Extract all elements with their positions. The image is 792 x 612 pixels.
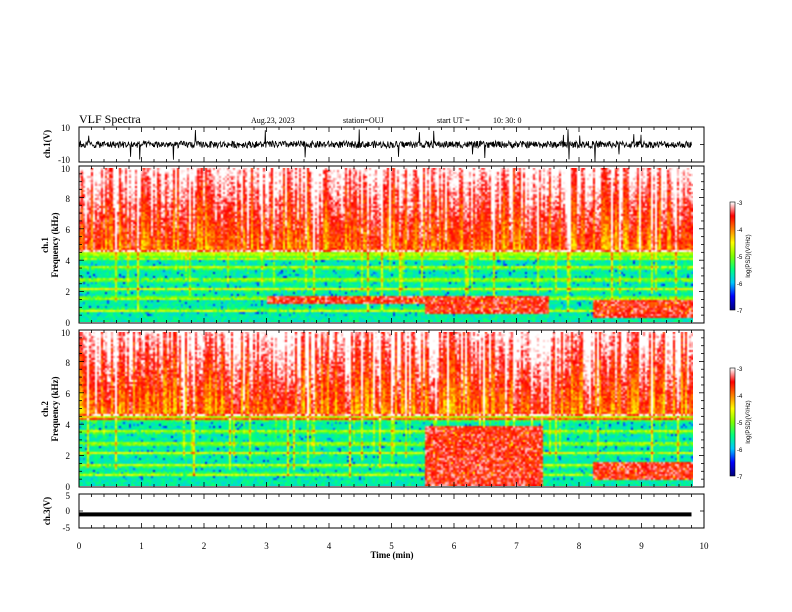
ch1-spec-ytick: 4 [66,256,71,266]
ch3-ytick: 5 [66,491,71,501]
xtick: 7 [514,541,519,551]
ch1-spec-ytick: 10 [61,164,71,174]
ch1-cbar-tick: -5 [737,255,743,261]
xtick: 6 [452,541,457,551]
ch2-cbar-tick: -6 [737,448,743,454]
ch3-ytick: -5 [63,523,71,533]
ch1-waveform-trace [78,129,692,162]
ch2-cbar-tick: -7 [737,475,743,481]
xtick: 10 [700,541,710,551]
ch1-spec-ytick: 8 [66,194,71,204]
xtick: 9 [639,541,644,551]
xtick: 3 [264,541,269,551]
ch2-spec-ytick: 6 [66,389,71,399]
ch2-spec-ytick: 8 [66,358,71,368]
ch1-colorbar-label: log(PSD)(V²/Hz) [746,234,752,277]
ch2-channel-label: ch.2 [40,401,50,417]
xtick: 1 [139,541,144,551]
ch1-cbar-tick: -7 [737,309,743,315]
ch2-cbar-tick: -3 [737,367,743,373]
ch1-spec-ytick: 2 [66,287,71,297]
ch2-spec-ytick: 2 [66,451,71,461]
ch1-cbar-tick: -6 [737,282,743,288]
ch1-ytick: 10 [61,123,71,133]
ch2-spec-ytick: 10 [61,328,71,338]
xtick: 4 [327,541,332,551]
ch2-spec-ytick: 0 [66,482,71,492]
xtick: 8 [577,541,582,551]
figure-title: VLF Spectra [79,112,141,126]
ch1-spectrogram-image [79,168,693,322]
x-axis-label: Time (min) [370,550,413,560]
ch3-waveform-trace [79,512,692,517]
ch2-colorbar-label: log(PSD)(V²/Hz) [746,400,752,443]
xtick: 2 [202,541,207,551]
ch3-waveform-ylabel: ch.3(V) [42,497,52,525]
ch2-cbar-tick: -5 [737,421,743,427]
ch1-ytick: -10 [58,155,70,165]
xtick: 5 [389,541,394,551]
ch1-waveform-ylabel: ch.1(V) [42,130,52,158]
ch3-waveform-frame [78,493,705,529]
ch1-cbar-tick: -3 [737,201,743,207]
xtick: 0 [77,541,82,551]
ch3-ytick: 0 [66,506,71,516]
ch1-spec-ytick: 6 [66,225,71,235]
ch2-spectrogram-image [79,332,693,486]
ch1-frequency-ylabel: Frequency (kHz) [50,212,60,277]
ch1-cbar-tick: -4 [737,228,743,234]
ch2-colorbar [730,368,735,476]
ch2-colorbar-frame [729,367,736,477]
station-label: station=OUJ [343,116,384,125]
date-label: Aug.23, 2023 [251,116,295,125]
ch1-channel-label: ch.1 [40,237,50,253]
ch2-cbar-tick: -4 [737,394,743,400]
start-ut-value: 10: 30: 0 [493,116,521,125]
ch2-frequency-ylabel: Frequency (kHz) [50,376,60,441]
ch2-spec-ytick: 4 [66,420,71,430]
ch1-spec-ytick: 0 [66,318,71,328]
axis-ticks [78,126,705,529]
start-ut-label: start UT = [437,116,470,125]
ch1-colorbar-frame [729,201,736,311]
ch1-colorbar [730,202,735,310]
